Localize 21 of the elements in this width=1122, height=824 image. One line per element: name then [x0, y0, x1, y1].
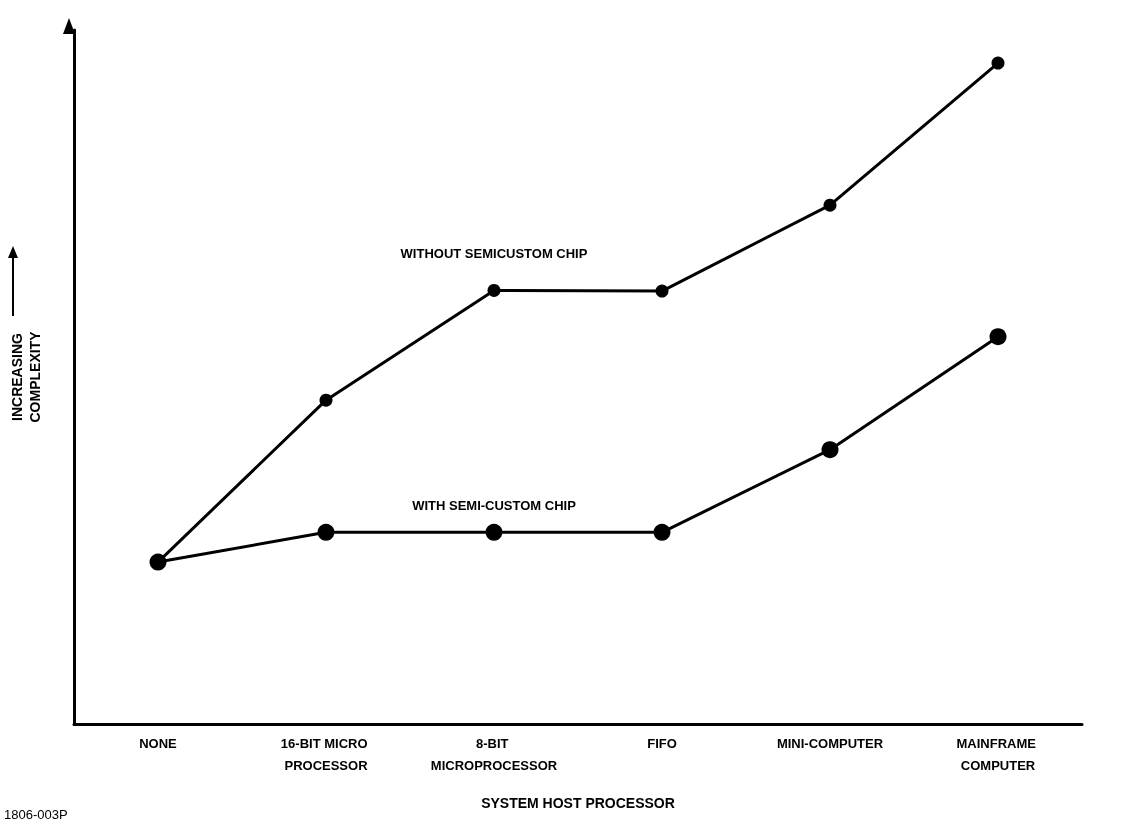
series-label: WITH SEMI-CUSTOM CHIP — [412, 497, 577, 513]
point — [821, 441, 839, 459]
text: 1806-003P — [4, 807, 68, 822]
point — [319, 393, 333, 407]
x-tick-label: MINI-COMPUTER — [776, 735, 884, 751]
text: WITHOUT SEMICUSTOM CHIP — [400, 245, 588, 261]
point — [485, 523, 503, 541]
x-tick-label: MAINFRAME COMPUTER — [956, 735, 1040, 773]
x-tick-label: NONE — [139, 735, 178, 751]
x-tick-label: FIFO — [647, 735, 677, 751]
point — [989, 328, 1007, 346]
point — [655, 284, 669, 298]
point — [991, 56, 1005, 70]
x-axis-title: SYSTEM HOST PROCESSOR — [481, 795, 675, 811]
x-tick-label: 16-BIT MICRO PROCESSOR — [280, 735, 372, 773]
point — [317, 523, 335, 541]
point — [487, 283, 501, 297]
point — [823, 198, 837, 212]
point — [653, 523, 671, 541]
y-axis-title: INCREASING COMPLEXITY — [9, 330, 43, 423]
x-tick-label: 8-BIT MICROPROCESSOR — [430, 735, 558, 773]
